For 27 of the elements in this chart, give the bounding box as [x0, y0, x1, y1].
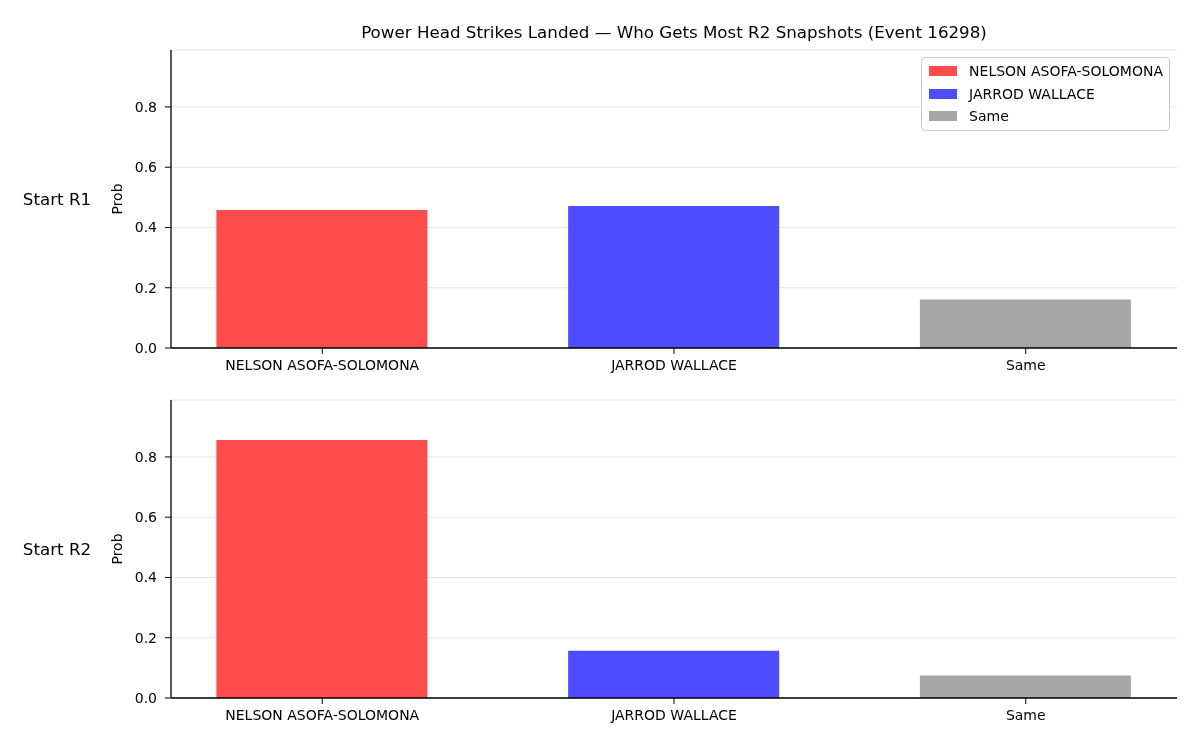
x-tick-label: NELSON ASOFA-SOLOMONA — [225, 356, 420, 373]
x-tick-label: Same — [1005, 706, 1046, 723]
y-tick-label: 0.2 — [134, 279, 157, 296]
legend-label: NELSON ASOFA-SOLOMONA — [969, 63, 1163, 80]
chart-title: Power Head Strikes Landed — Who Gets Most R2 Snapshots (Event 16298) — [361, 22, 987, 42]
y-tick-label: 0.6 — [134, 159, 158, 176]
y-tick-label: 0.6 — [134, 509, 158, 526]
y-axis-title: Prob — [109, 183, 125, 215]
legend-label: Same — [969, 108, 1009, 125]
y-tick-label: 0.4 — [134, 569, 158, 586]
y-tick-label: 0.8 — [134, 448, 157, 465]
text: Start R1 — [22, 189, 92, 209]
x-tick-label: NELSON ASOFA-SOLOMONA — [225, 706, 420, 723]
bar — [568, 650, 780, 698]
y-tick-label: 0.2 — [134, 629, 157, 646]
y-tick-label: 0.0 — [134, 689, 157, 706]
y-axis-title: Prob — [109, 533, 125, 565]
bar — [919, 675, 1131, 698]
y-tick-label: 0.8 — [134, 98, 157, 115]
x-tick-label: JARROD WALLACE — [610, 706, 737, 723]
y-tick-label: 0.0 — [134, 339, 157, 356]
x-tick-label: JARROD WALLACE — [610, 356, 737, 373]
text: Start R2 — [22, 539, 92, 559]
y-tick-label: 0.4 — [134, 219, 158, 236]
x-tick-label: Same — [1005, 356, 1046, 373]
bar — [216, 440, 428, 698]
legend-label: JARROD WALLACE — [969, 85, 1095, 102]
